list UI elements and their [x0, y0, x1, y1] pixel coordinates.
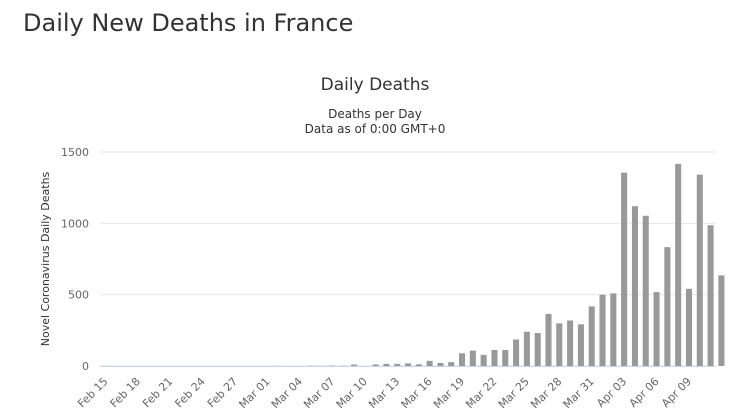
chart-title: Daily Deaths — [321, 75, 430, 95]
x-tick-label: Mar 01 — [236, 375, 272, 411]
x-tick-label: Feb 21 — [140, 375, 175, 410]
bar — [534, 333, 541, 366]
x-tick-label: Apr 06 — [627, 375, 662, 410]
x-tick-label: Mar 22 — [463, 375, 499, 411]
chart-subtitle: Data as of 0:00 GMT+0 — [305, 122, 446, 136]
bar — [437, 363, 444, 366]
bar — [523, 331, 530, 366]
bar — [675, 163, 682, 366]
y-tick-label: 0 — [82, 360, 89, 373]
bar — [469, 350, 476, 366]
x-tick-label: Feb 24 — [172, 375, 207, 410]
y-tick-label: 500 — [68, 289, 89, 302]
bar — [621, 172, 628, 366]
page-title: Daily New Deaths in France — [23, 9, 353, 37]
bar — [610, 293, 617, 366]
bar — [631, 206, 638, 366]
bar — [372, 364, 379, 366]
x-tick-label: Mar 16 — [398, 375, 434, 411]
bar — [685, 288, 693, 366]
bar — [696, 174, 703, 366]
bar — [426, 360, 433, 366]
x-tick-label: Mar 28 — [528, 375, 564, 411]
bar — [459, 353, 466, 366]
bar — [588, 306, 595, 366]
bar — [480, 354, 487, 366]
bar — [502, 350, 509, 366]
x-tick-label: Mar 19 — [431, 375, 467, 411]
y-axis-label: Novel Coronavirus Daily Deaths — [39, 171, 52, 346]
bar — [448, 362, 455, 366]
chart-subtitle: Deaths per Day — [328, 107, 422, 121]
x-tick-label: Apr 09 — [659, 375, 694, 410]
x-tick-label: Mar 13 — [366, 375, 402, 411]
bar — [664, 247, 671, 366]
bar — [415, 364, 422, 366]
bar — [545, 313, 552, 366]
x-tick-label: Mar 04 — [269, 375, 305, 411]
bar — [707, 225, 714, 366]
x-tick-label: Mar 31 — [561, 375, 597, 411]
bar — [383, 363, 390, 366]
y-tick-label: 1500 — [61, 146, 89, 159]
y-tick-label: 1000 — [61, 217, 89, 230]
bar — [404, 363, 412, 366]
x-tick-label: Mar 07 — [301, 375, 337, 411]
bar — [556, 323, 563, 366]
x-tick-label: Feb 15 — [75, 375, 110, 410]
bar — [513, 339, 520, 366]
bar — [653, 292, 660, 366]
bar — [642, 215, 649, 366]
bar — [599, 294, 606, 366]
x-tick-label: Apr 03 — [594, 375, 629, 410]
bar — [350, 364, 357, 366]
bar — [491, 350, 498, 366]
bar — [567, 320, 574, 366]
bar — [718, 275, 725, 366]
x-tick-label: Mar 10 — [334, 375, 370, 411]
x-tick-label: Feb 27 — [205, 375, 240, 410]
x-tick-label: Mar 25 — [496, 375, 532, 411]
bar — [577, 324, 584, 366]
x-tick-label: Feb 18 — [108, 375, 143, 410]
bar — [394, 363, 401, 366]
